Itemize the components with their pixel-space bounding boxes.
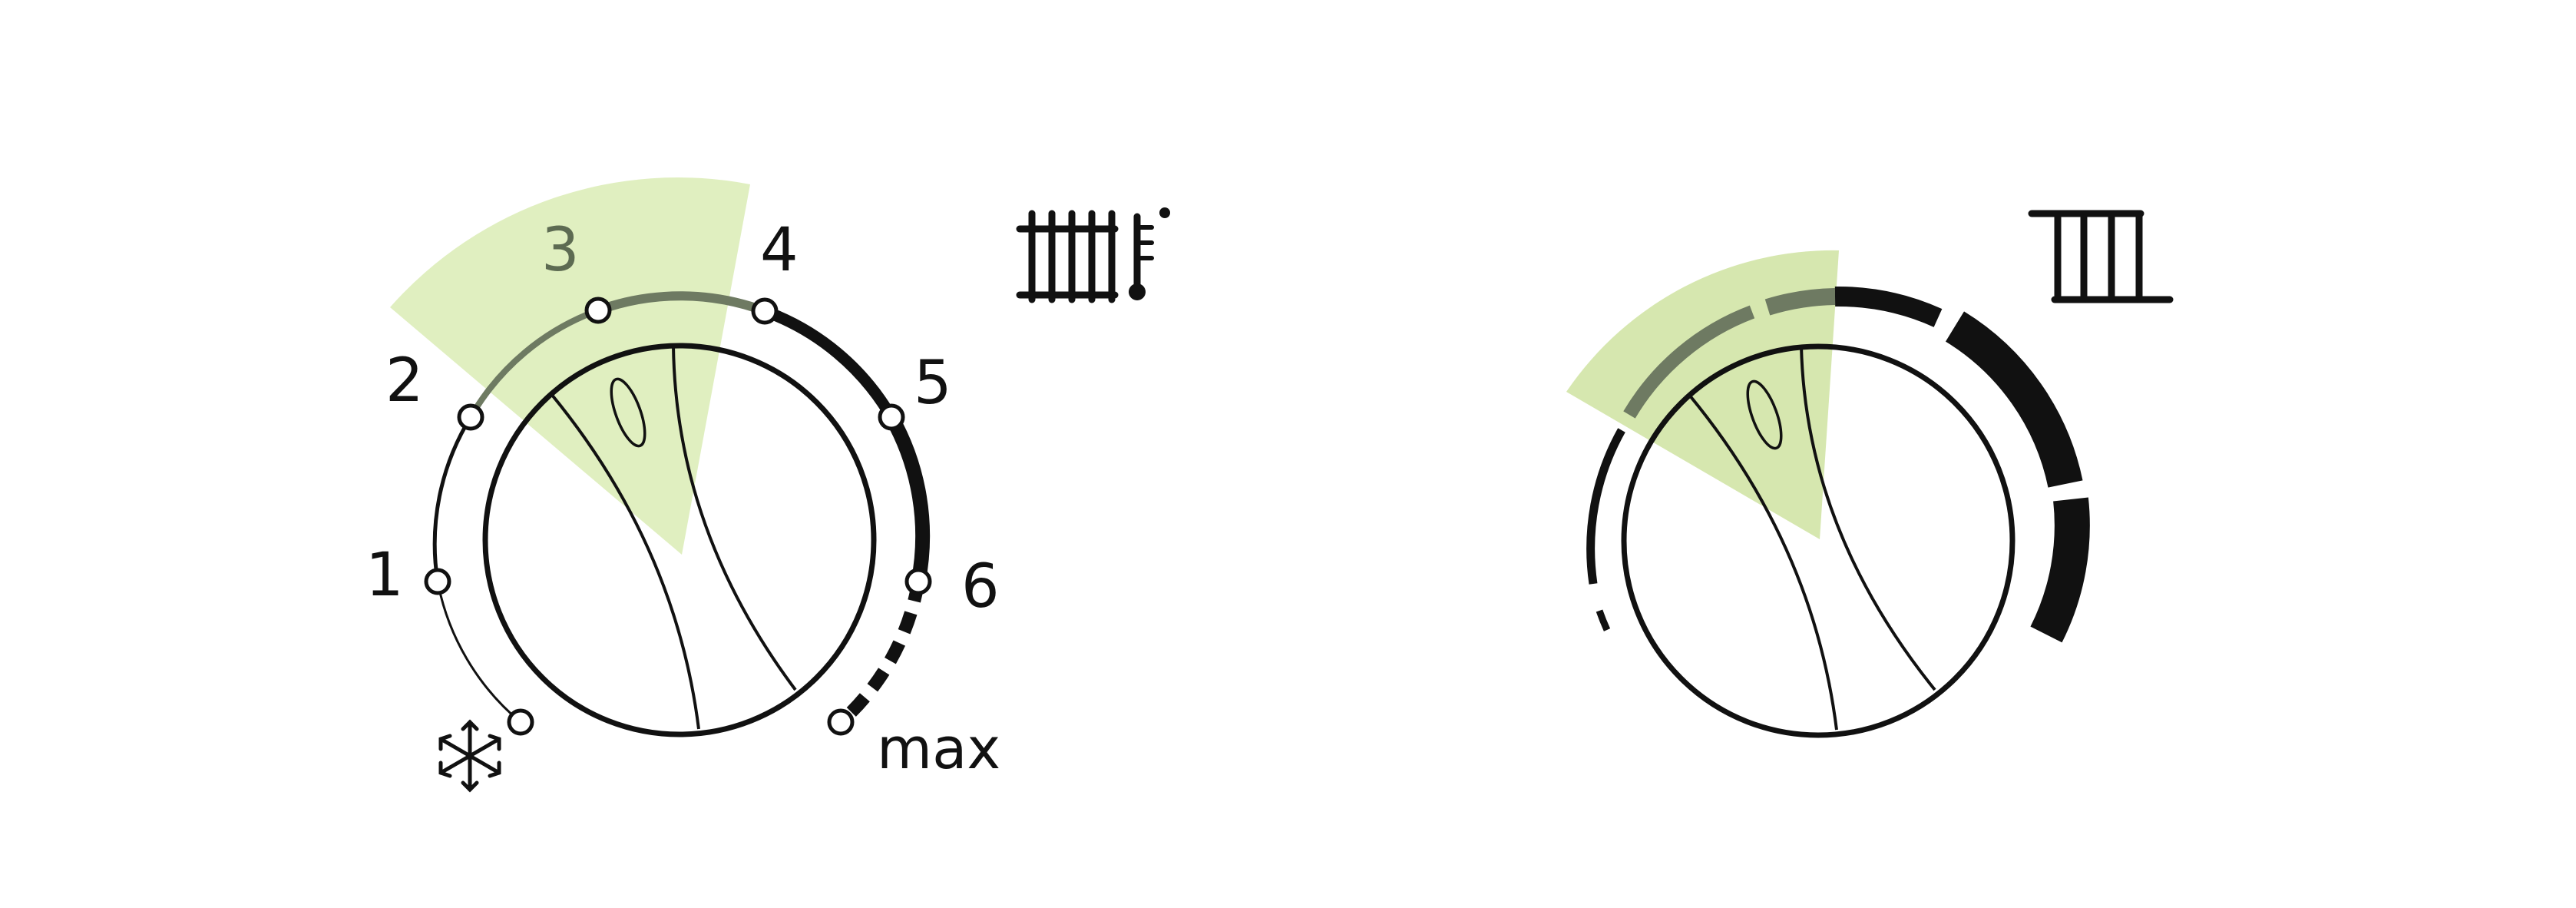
- right-scale-segment-max: [2030, 497, 2090, 643]
- left-thermostat-dial: 1 2 3 4 5 6 max: [365, 177, 1170, 793]
- left-scale-markers: [424, 297, 932, 736]
- left-knob-indicator: [610, 377, 646, 448]
- right-knob-grip-line-outer: [1688, 393, 1838, 731]
- radiator-icon: [2028, 210, 2174, 303]
- right-knob: [1621, 343, 2015, 738]
- scale-segment-4-5: [762, 305, 897, 420]
- right-highlight-sector: [1566, 250, 1839, 539]
- marker-3: [584, 297, 612, 324]
- scale-segment-2-3: [468, 307, 600, 419]
- scale-segment-1-2: [432, 416, 473, 582]
- snowflake-icon: [438, 719, 501, 793]
- right-scale-arc: [1586, 286, 2090, 643]
- scale-label-3: 3: [541, 216, 580, 285]
- scale-label-2: 2: [385, 346, 424, 416]
- left-scale-labels: 1 2 3 4 5 6 max: [365, 216, 1000, 782]
- right-scale-segment-small: [1596, 609, 1611, 631]
- scale-segment-frost-1: [436, 581, 521, 724]
- scale-label-4: 4: [760, 216, 799, 285]
- right-scale-segment-mid-1: [1623, 305, 1755, 419]
- scale-label-1: 1: [365, 541, 404, 610]
- left-knob-grip-line-inner: [672, 345, 797, 691]
- marker-5: [878, 403, 905, 431]
- left-highlight-sector: [390, 177, 750, 555]
- scale-label-5: 5: [914, 349, 952, 418]
- marker-4: [751, 297, 779, 325]
- right-scale-segment-mid-2: [1764, 288, 1836, 316]
- left-knob: [482, 343, 877, 737]
- right-knob-grip-line-inner: [1800, 346, 1936, 691]
- marker-frost: [507, 708, 534, 736]
- right-scale-segment-high-1: [1834, 286, 1943, 327]
- marker-2: [457, 403, 484, 431]
- right-scale-segment-low: [1586, 428, 1625, 585]
- right-thermostat-dial: [1566, 210, 2174, 738]
- marker-max: [827, 708, 855, 736]
- right-knob-indicator: [1746, 379, 1783, 450]
- right-scale-segment-high-2: [1945, 311, 2083, 488]
- right-knob-body: [1621, 343, 2015, 738]
- scale-segment-6-max: [836, 580, 925, 727]
- marker-6: [904, 568, 932, 595]
- scale-segment-3-4: [596, 291, 767, 316]
- left-knob-grip-line-outer: [550, 393, 700, 730]
- scale-label-max: max: [877, 716, 1000, 782]
- left-knob-body: [482, 343, 877, 737]
- marker-1: [424, 568, 451, 595]
- scale-label-6: 6: [961, 552, 1000, 621]
- radiator-with-thermometer-icon: [1016, 207, 1170, 303]
- left-scale-arc: [432, 291, 931, 727]
- scale-segment-5-6: [885, 413, 931, 583]
